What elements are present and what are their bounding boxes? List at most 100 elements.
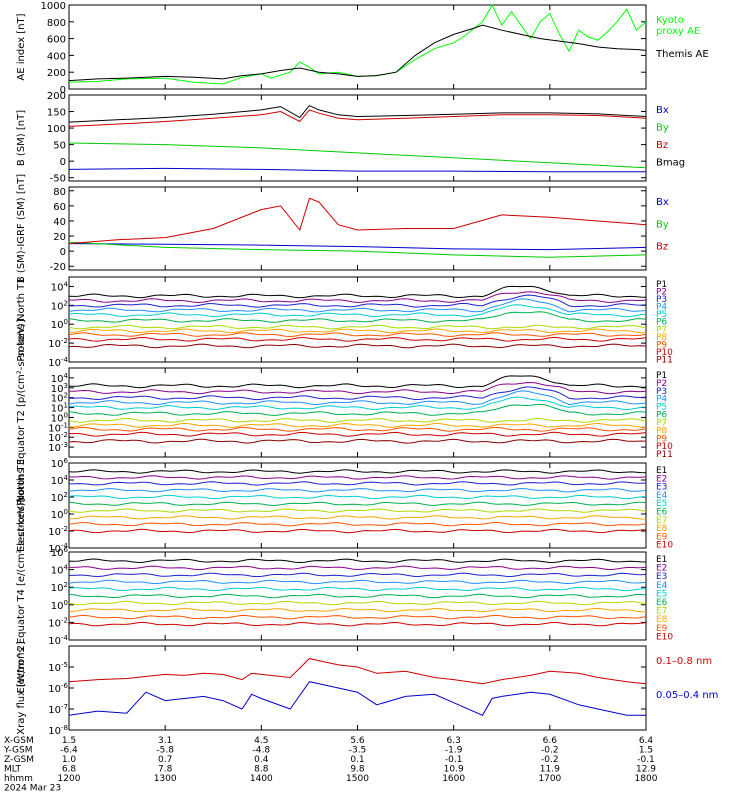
channel-line-E10 <box>68 528 647 534</box>
y-tick-label: 20 <box>53 232 66 243</box>
y-tick-label: 100 <box>51 599 68 612</box>
channel-line-P6 <box>68 311 647 323</box>
y-tick-label: 10-4 <box>48 356 68 369</box>
panel-1: 0 200 400 600 800 1000 AE index [nT] Kyotoproxy… <box>16 1 709 96</box>
panel-frame <box>68 645 647 731</box>
x-axis-value: 1200 <box>58 774 81 784</box>
channel-line-E3 <box>69 481 647 486</box>
y-tick-label: 0 <box>60 85 66 96</box>
y-tick-label: 101 <box>51 402 68 415</box>
series-line-Bz <box>68 197 647 245</box>
series-line-Kyoto proxy AE <box>68 3 647 85</box>
y-tick-label: 600 <box>47 35 66 46</box>
x-axis-row-label-hhmm: hhmm <box>4 774 33 784</box>
channel-line-P9 <box>68 332 647 338</box>
channel-label-P7: P7 <box>656 418 667 428</box>
channel-label-E6: E6 <box>656 508 668 518</box>
y-tick-label: 10-2 <box>48 616 68 629</box>
channel-label-E3: E3 <box>656 572 667 582</box>
y-axis-label: B (SM) [nT] <box>16 110 27 166</box>
channel-line-P3 <box>69 294 647 308</box>
y-tick-label: 10-2 <box>48 525 68 538</box>
legend-label: Kyoto <box>656 15 684 26</box>
x-axis-value: 8.8 <box>254 765 269 775</box>
x-axis-value: 6.8 <box>62 765 77 775</box>
channel-label-E6: E6 <box>656 598 668 608</box>
legend-label: 0.05–0.4 nm <box>656 690 718 701</box>
channel-line-P11 <box>68 343 647 349</box>
y-tick-label: 400 <box>47 51 66 62</box>
y-tick-label: 10-8 <box>48 724 68 737</box>
channel-label-P5: P5 <box>656 403 667 413</box>
channel-label-P11: P11 <box>656 450 673 460</box>
channel-line-P10 <box>68 336 647 342</box>
channel-line-E4 <box>68 487 647 493</box>
channel-line-E2 <box>68 565 647 571</box>
channel-label-P9: P9 <box>656 340 667 350</box>
x-axis-row-label-Z-GSM: Z-GSM <box>4 755 34 765</box>
x-axis-row-label-Y-GSM: Y-GSM <box>3 746 32 756</box>
y-tick-label: 1000 <box>41 1 66 12</box>
channel-line-E1 <box>68 469 647 474</box>
channel-line-E6 <box>68 501 647 506</box>
channel-label-P2: P2 <box>656 288 667 298</box>
channel-line-P4 <box>68 390 647 406</box>
channel-line-P11 <box>68 438 647 444</box>
x-axis-value: -3.5 <box>349 746 367 756</box>
channel-label-E1: E1 <box>656 466 667 476</box>
channel-line-E10 <box>68 621 647 627</box>
y-tick-label: -20 <box>50 262 66 273</box>
y-tick-label: 10-1 <box>48 421 68 434</box>
legend-label: Bz <box>656 242 668 253</box>
y-tick-label: 104 <box>51 474 69 487</box>
channel-line-P2 <box>68 381 647 395</box>
channel-label-E8: E8 <box>656 615 668 625</box>
series-line-Themis AE <box>68 24 647 82</box>
channel-label-E2: E2 <box>656 564 667 574</box>
channel-label-E5: E5 <box>656 589 667 599</box>
panel-frame <box>68 186 647 271</box>
channel-line-P7 <box>68 417 647 423</box>
y-tick-label: 102 <box>51 392 68 405</box>
y-tick-label: 200 <box>47 91 66 102</box>
channel-label-E9: E9 <box>656 532 668 542</box>
y-tick-label: 106 <box>51 546 69 559</box>
legend-label: 0.1–0.8 nm <box>656 656 712 667</box>
channel-label-E8: E8 <box>656 524 668 534</box>
channel-line-P5 <box>68 304 647 318</box>
x-axis-value: 12.9 <box>636 765 656 775</box>
x-axis-rows: X-GSM 1.5 3.1 4.5 5.6 6.3 6.6 6.4 Y-GSM -6.4 -5.8 -… <box>3 736 658 794</box>
y-tick-label: 50 <box>53 141 66 152</box>
channel-line-E8 <box>69 607 647 613</box>
series-line-Bz <box>68 109 647 127</box>
y-tick-label: 10-4 <box>48 542 68 555</box>
channel-label-P9: P9 <box>656 434 667 444</box>
x-axis-value: 1.0 <box>62 755 77 765</box>
channel-label-P3: P3 <box>656 295 667 305</box>
channel-label-E10: E10 <box>656 541 673 551</box>
channel-label-P2: P2 <box>656 379 667 389</box>
y-tick-label: 10-6 <box>48 682 68 695</box>
channel-label-P1: P1 <box>656 280 667 290</box>
x-axis-value: -1.9 <box>445 746 463 756</box>
y-axis-label: AE index [nT] <box>16 13 27 80</box>
y-tick-label: 0 <box>60 247 66 258</box>
series-line-By <box>68 241 647 258</box>
y-tick-label: 0 <box>60 157 66 168</box>
y-tick-label: 80 <box>53 187 66 198</box>
channel-line-P4 <box>68 298 647 313</box>
y-tick-label: 100 <box>51 411 68 424</box>
y-tick-label: 10-4 <box>48 634 68 647</box>
channel-line-E8 <box>69 515 646 520</box>
x-axis-value: 11.9 <box>540 765 560 775</box>
channel-label-P4: P4 <box>656 303 667 313</box>
legend-label: By <box>656 219 669 230</box>
x-axis-value: 1600 <box>442 774 465 784</box>
x-axis-value: 1500 <box>346 774 369 784</box>
x-axis-value: 9.8 <box>350 765 365 775</box>
channel-label-E7: E7 <box>656 516 667 526</box>
x-axis-value: -0.2 <box>541 746 559 756</box>
